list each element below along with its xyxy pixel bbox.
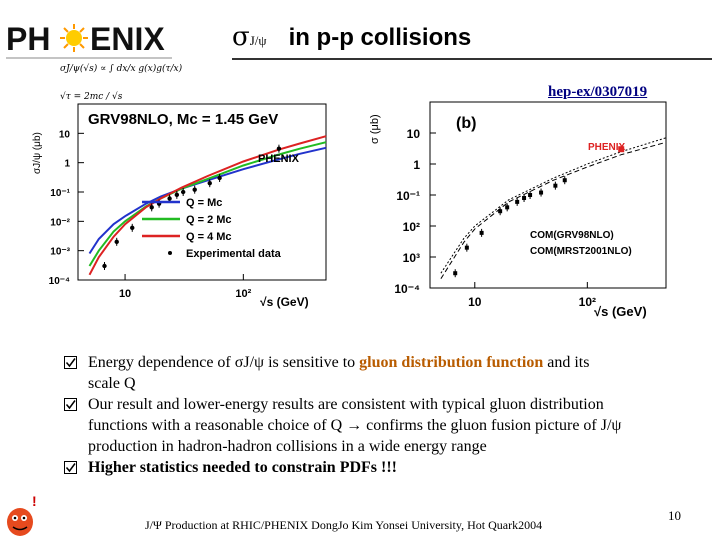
legend-entry: Q = Mc [186, 197, 222, 209]
bullet-list: Energy dependence of σJ/ψ is sensitive t… [64, 352, 624, 478]
chart-left-ytick: 1 [64, 159, 70, 170]
chart-left-data-point [167, 196, 172, 201]
title-text: in p-p collisions [288, 24, 472, 51]
chart-right-curve [440, 137, 667, 274]
slide-title: σJ/ψ in p-p collisions [232, 22, 712, 60]
formula-tau: √τ = 2mc / √s [60, 92, 123, 102]
chart-right-phenix-point [618, 146, 625, 153]
chart-left-xlabel: √s (GeV) [260, 295, 309, 309]
page-number: 10 [668, 508, 681, 523]
chart-left-data-point [102, 263, 107, 269]
chart-left-data-point [114, 239, 119, 245]
chart-left-xtick: 10 [119, 288, 131, 300]
bullet-text: is sensitive to [264, 354, 360, 371]
chart-right-data-point [553, 183, 558, 188]
chart-left-data-point [149, 205, 154, 210]
chart-right-ytick: 10 [407, 127, 421, 141]
chart-right-ytick: 10² [403, 220, 420, 234]
chart-right-data-point [562, 178, 567, 183]
chart-right-ytick: 10³ [403, 251, 420, 265]
title-subscript: J/ψ [249, 33, 267, 48]
chart-left-legend: Q = Mc Q = 2 Mc Q = 4 Mc Experimental data [142, 197, 282, 260]
chart-left-ytick: 10⁻² [50, 217, 70, 228]
bullet-item: Our result and lower-energy results are … [64, 394, 624, 457]
chart-right-ytick: 10⁻⁴ [394, 282, 420, 296]
chart-right-data-point [522, 196, 527, 201]
chart-left-series-line [88, 135, 327, 276]
logo-text-right: ENIX [90, 21, 165, 57]
footer-text: J/Ψ Production at RHIC/PHENIX DongJo Kim… [145, 518, 543, 532]
chart-left: 10 1 10⁻¹ 10⁻² 10⁻³ 10⁻⁴ 10 10² GRV98NLO, Mc = … [32, 103, 327, 309]
chart-left-data-point [174, 192, 180, 198]
title-sigma: σ [232, 22, 250, 52]
chart-left-data-point [276, 146, 282, 151]
chart-left-annotation: PHENIX [258, 153, 300, 165]
chart-left-data-point [207, 180, 212, 186]
checkbox-icon [64, 398, 77, 411]
chart-right: 10 1 10⁻¹ 10² 10³ 10⁻⁴ 10 10² (b) PHENIX COM(GR… [369, 101, 667, 319]
reference-link[interactable]: hep-ex/0307019 [548, 84, 648, 100]
chart-left-data-point [217, 175, 222, 181]
chart-left-ytick: 10 [59, 129, 71, 140]
chart-right-xtick: 10² [579, 295, 596, 309]
chart-left-data-point [192, 187, 197, 192]
sun-icon [60, 24, 88, 52]
phenix-logo: PH ENIX [4, 8, 174, 62]
chart-left-frame [77, 103, 327, 281]
chart-left-xtick: 10² [235, 288, 251, 300]
chart-right-data-point [515, 199, 520, 204]
mascot-icon: ! [7, 494, 37, 536]
chart-right-ytick: 10⁻¹ [396, 189, 420, 203]
chart-left-data-point [130, 225, 135, 231]
chart-left-ytick: 10⁻⁴ [49, 276, 70, 287]
bullet-item: Energy dependence of σJ/ψ is sensitive t… [64, 352, 624, 394]
chart-right-data-point [539, 190, 544, 195]
bullet-text: σJ/ψ [234, 354, 265, 371]
bullet-text: and its scale Q [88, 354, 590, 392]
chart-right-label: (b) [456, 115, 476, 132]
chart-right-curve [440, 141, 667, 279]
chart-left-ytick: 10⁻¹ [50, 188, 70, 199]
chart-left-title: GRV98NLO, Mc = 1.45 GeV [88, 111, 278, 128]
checkbox-icon [64, 461, 77, 474]
chart-right-ylabel: σ (μb) [369, 114, 381, 144]
chart-right-data-point [453, 271, 458, 276]
chart-left-ylabel: σJ/ψ (μb) [32, 132, 43, 174]
legend-entry: Experimental data [186, 248, 282, 260]
logo-text-left: PH [6, 21, 50, 57]
formula-cross-section: σJ/ψ(√s) ∝ ∫ dx/x g(x)g(τ/x) [60, 64, 183, 74]
chart-right-data-point [464, 245, 469, 250]
svg-text:!: ! [32, 494, 37, 509]
legend-marker [168, 251, 172, 255]
checkbox-icon [64, 356, 77, 369]
chart-right-xlabel: √s (GeV) [594, 304, 647, 319]
chart-right-curve-label: COM(MRST2001NLO) [530, 246, 632, 257]
bullet-text: gluon distribution function [359, 354, 544, 371]
chart-right-annotation: PHENIX [588, 142, 626, 153]
chart-right-data-point [528, 193, 533, 197]
legend-entry: Q = 2 Mc [186, 214, 232, 226]
chart-right-xtick: 10 [468, 295, 482, 309]
chart-right-curve-label: COM(GRV98NLO) [530, 230, 614, 241]
chart-right-data-point [479, 230, 484, 235]
chart-left-ytick: 10⁻³ [50, 247, 70, 258]
bullet-item: Higher statistics needed to constrain PD… [64, 457, 624, 478]
chart-right-data-point [498, 209, 503, 214]
legend-entry: Q = 4 Mc [186, 231, 232, 243]
bullet-text: Energy dependence of [88, 354, 235, 371]
bullet-text: Higher statistics needed to constrain PD… [88, 459, 397, 476]
chart-right-data-point [505, 205, 510, 210]
chart-left-data-point [180, 189, 186, 195]
chart-right-ytick: 1 [413, 158, 420, 172]
bullet-text: Our result and lower-energy results are … [88, 396, 622, 455]
phenix-logo-graphic: PH ENIX [6, 21, 172, 59]
